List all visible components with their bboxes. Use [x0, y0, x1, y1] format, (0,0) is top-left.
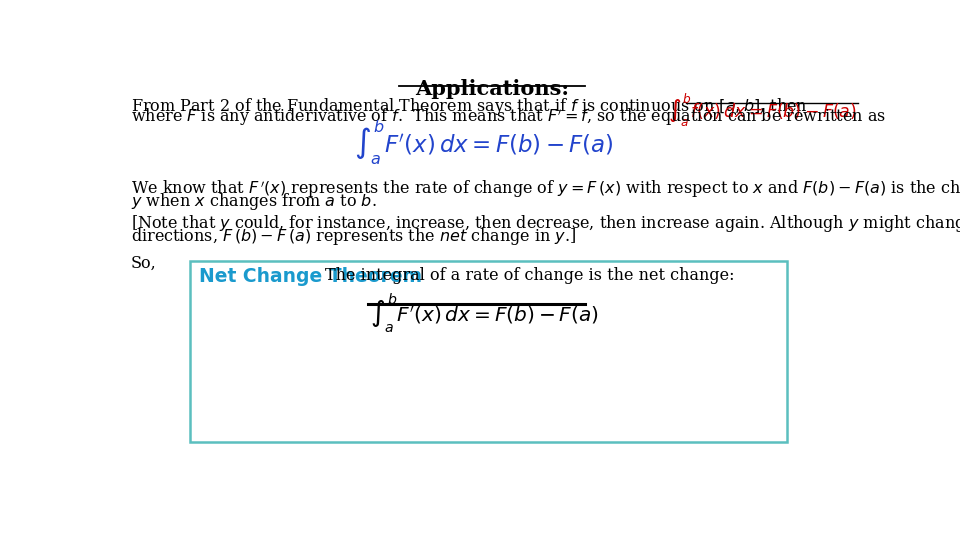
Text: $y$ when $x$ changes from $a$ to $b$.: $y$ when $x$ changes from $a$ to $b$. — [131, 191, 376, 212]
Text: directions, $F\,(b) - F\,(a)$ represents the $\mathit{net}$ change in $y$.]: directions, $F\,(b) - F\,(a)$ represents… — [131, 226, 576, 247]
Text: where $F$ is any antiderivative of $f$.  This means that $F' = f$, so the equati: where $F$ is any antiderivative of $f$. … — [131, 106, 886, 127]
Text: $\int_a^b F'(x)\,dx = F(b) - F(a)$: $\int_a^b F'(x)\,dx = F(b) - F(a)$ — [354, 119, 614, 167]
Text: The integral of a rate of change is the net change:: The integral of a rate of change is the … — [325, 267, 734, 284]
Text: We know that $F\,'(x)$ represents the rate of change of $y = F\,(x)$ with respec: We know that $F\,'(x)$ represents the ra… — [131, 179, 960, 200]
Text: $\int_a^b F'(x)\,dx = F(b) - F(a)$: $\int_a^b F'(x)\,dx = F(b) - F(a)$ — [370, 292, 599, 335]
Text: From Part 2 of the Fundamental Theorem says that if $f$ is continuous on $[a, b]: From Part 2 of the Fundamental Theorem s… — [131, 96, 807, 117]
Text: Net Change Theorem: Net Change Theorem — [199, 267, 422, 286]
FancyBboxPatch shape — [190, 261, 786, 442]
Text: $\int_a^b f(x)\,dx = F(b) - F(a)$: $\int_a^b f(x)\,dx = F(b) - F(a)$ — [667, 92, 856, 129]
Text: [Note that $y$ could, for instance, increase, then decrease, then increase again: [Note that $y$ could, for instance, incr… — [131, 213, 960, 234]
Text: Applications:: Applications: — [415, 79, 569, 99]
Text: So,: So, — [131, 255, 156, 272]
